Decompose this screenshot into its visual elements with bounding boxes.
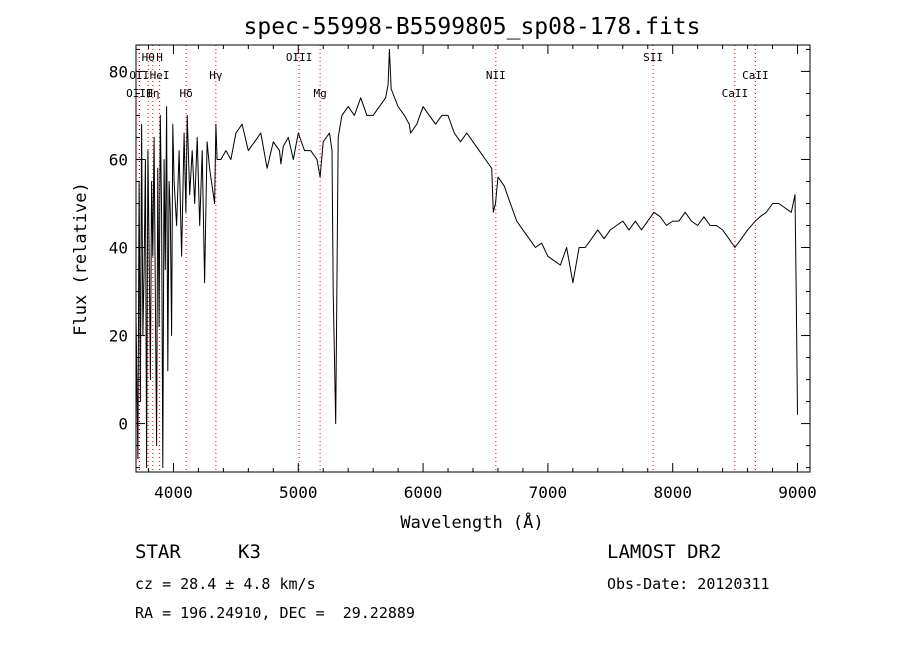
x-tick-label: 4000 [154, 483, 193, 502]
x-axis-label: Wavelength (Å) [400, 511, 543, 533]
line-marker-label: HeI [150, 69, 170, 82]
line-marker-label: Hη [146, 87, 159, 100]
line-marker-label: NII [486, 69, 506, 82]
y-tick-label: 20 [109, 327, 128, 346]
survey-label: LAMOST DR2 [607, 541, 722, 563]
line-marker-label: Hγ [209, 69, 223, 82]
line-marker-label: OII [129, 69, 149, 82]
x-tick-label: 9000 [778, 483, 817, 502]
plot-frame [135, 44, 811, 473]
chart-title: spec-55998-B5599805_sp08-178.fits [244, 14, 701, 40]
obs-date: Obs-Date: 20120311 [607, 575, 770, 593]
line-marker-label: Mg [313, 87, 326, 100]
x-tick-label: 8000 [653, 483, 692, 502]
line-marker-label: OIII [286, 51, 313, 64]
y-axis-label: Flux (relative) [71, 182, 91, 336]
x-tick-label: 7000 [529, 483, 568, 502]
y-tick-label: 60 [109, 150, 128, 169]
line-marker-label: SII [643, 51, 663, 64]
line-marker-label: Hθ [142, 51, 155, 64]
y-tick-label: 80 [109, 62, 128, 81]
line-marker-label: Hδ [180, 87, 193, 100]
coordinates: RA = 196.24910, DEC = 29.22889 [135, 604, 415, 622]
y-tick-label: 40 [109, 238, 128, 257]
axis-ticks: 4000 5000 6000 7000 8000 9000 0 20 40 60 80 [109, 45, 817, 502]
y-tick-label: 0 [118, 415, 128, 434]
line-marker-label: CaII [722, 87, 749, 100]
class-label: STAR [135, 541, 181, 563]
line-marker-label: CaII [742, 69, 769, 82]
x-tick-label: 5000 [279, 483, 318, 502]
line-markers: HθHOIIHeIHγOIIIHηHδOIIIMgNIISIICaIICaII [126, 45, 769, 472]
subclass-label: K3 [238, 541, 261, 563]
spectrum-line [135, 48, 798, 469]
redshift-velocity: cz = 28.4 ± 4.8 km/s [135, 575, 316, 593]
x-tick-label: 6000 [404, 483, 443, 502]
